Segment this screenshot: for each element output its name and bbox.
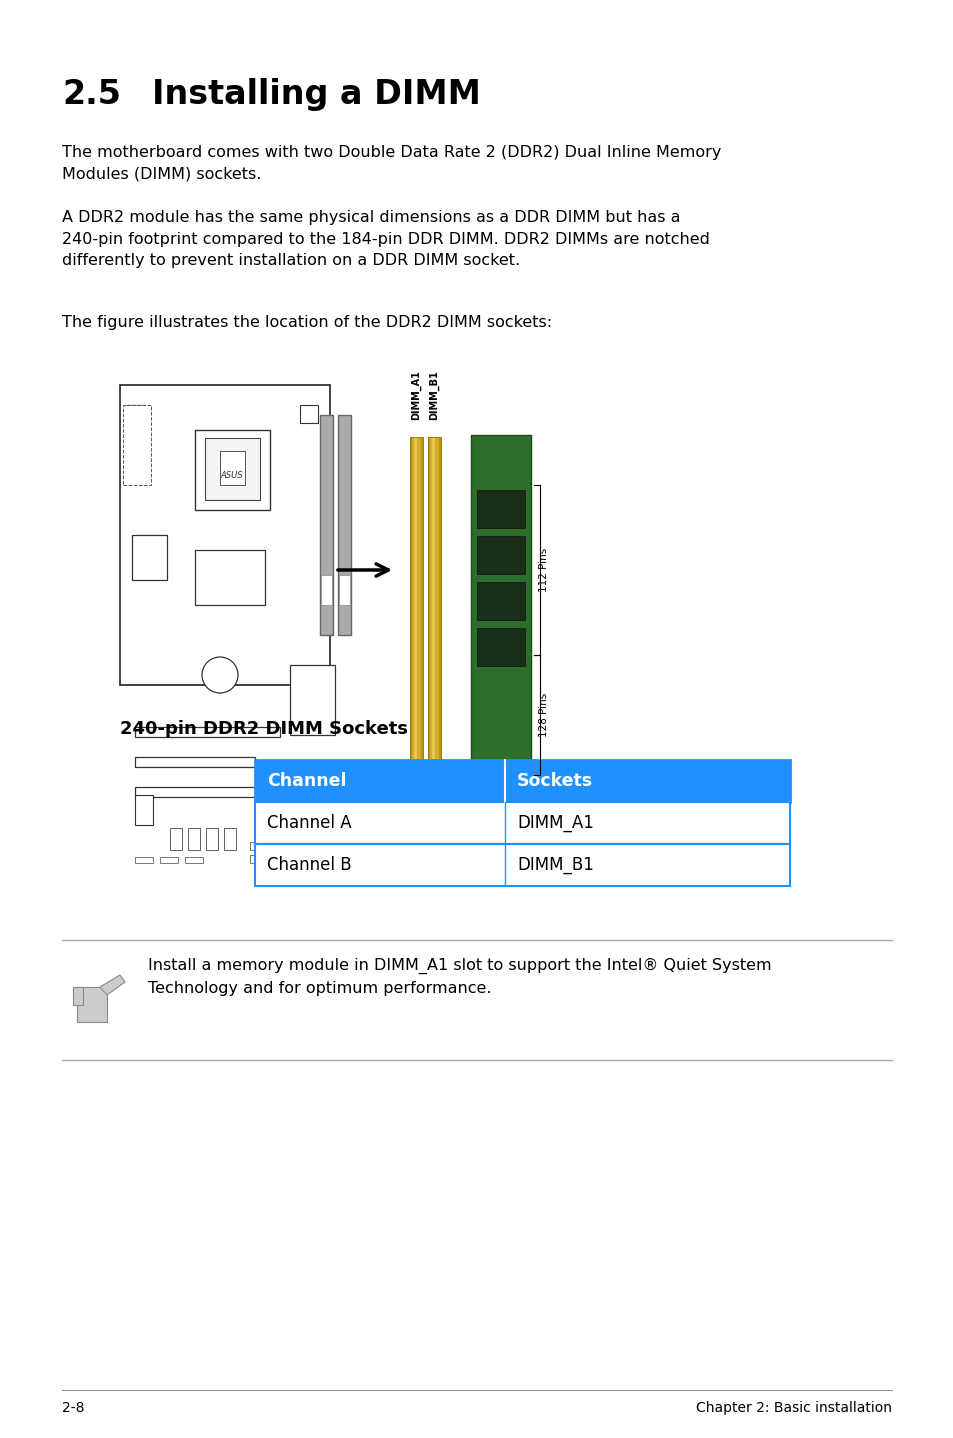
Text: DIMM_B1: DIMM_B1	[429, 370, 438, 420]
Text: Installing a DIMM: Installing a DIMM	[152, 78, 480, 111]
Bar	[429, 784, 439, 808]
Text: 240-pin DDR2 DIMM Sockets: 240-pin DDR2 DIMM Sockets	[120, 720, 408, 738]
Bar	[277, 843, 288, 850]
Text: Chapter 2: Basic installation: Chapter 2: Basic installation	[696, 1401, 891, 1415]
Polygon shape	[100, 975, 125, 995]
Bar	[206, 828, 218, 850]
Bar	[320, 575, 332, 605]
Bar	[120, 385, 330, 684]
Bar	[290, 664, 335, 735]
Bar	[264, 856, 274, 863]
Bar	[250, 856, 260, 863]
Bar	[476, 582, 524, 620]
Text: 2-8: 2-8	[62, 1401, 85, 1415]
Bar	[135, 728, 280, 738]
Bar	[319, 416, 333, 636]
Bar	[292, 856, 302, 863]
Text: A DDR2 module has the same physical dimensions as a DDR DIMM but has a
240-pin f: A DDR2 module has the same physical dime…	[62, 210, 709, 269]
Bar	[250, 843, 260, 850]
Text: 112 Pins: 112 Pins	[538, 548, 548, 592]
Bar	[337, 416, 351, 636]
Bar	[135, 795, 152, 825]
Bar	[292, 843, 302, 850]
Bar	[125, 433, 145, 453]
Text: ASUS: ASUS	[220, 470, 243, 479]
Bar	[135, 756, 254, 766]
Text: 128 Pins: 128 Pins	[538, 693, 548, 738]
Bar	[194, 430, 270, 510]
Bar	[432, 437, 435, 784]
Text: Install a memory module in DIMM_A1 slot to support the Intel® Quiet System
Techn: Install a memory module in DIMM_A1 slot …	[148, 958, 771, 997]
Bar	[476, 536, 524, 574]
Bar	[410, 437, 422, 784]
Bar	[438, 437, 440, 784]
Bar	[220, 452, 245, 485]
Bar	[194, 549, 265, 605]
Bar	[410, 437, 412, 784]
Text: 2.5: 2.5	[62, 78, 121, 111]
Bar	[77, 986, 107, 1022]
Bar	[170, 828, 182, 850]
Bar	[254, 761, 789, 802]
Bar	[254, 844, 789, 886]
Text: Channel A: Channel A	[267, 814, 352, 833]
Bar	[277, 856, 288, 863]
Bar	[414, 437, 416, 784]
Bar	[205, 439, 260, 500]
Bar	[160, 857, 178, 863]
Text: The motherboard comes with two Double Data Rate 2 (DDR2) Dual Inline Memory
Modu: The motherboard comes with two Double Da…	[62, 145, 720, 181]
Bar	[123, 406, 151, 485]
Bar	[475, 795, 526, 815]
Bar	[420, 437, 422, 784]
Bar	[125, 462, 145, 480]
Bar	[254, 802, 789, 844]
Bar	[264, 843, 274, 850]
Bar	[135, 857, 152, 863]
Bar	[491, 795, 498, 810]
Bar	[471, 436, 531, 795]
Text: The figure illustrates the location of the DDR2 DIMM sockets:: The figure illustrates the location of t…	[62, 315, 552, 329]
Text: DIMM_B1: DIMM_B1	[517, 856, 594, 874]
Text: DIMM_A1: DIMM_A1	[411, 370, 420, 420]
Bar	[73, 986, 83, 1005]
Bar	[125, 406, 145, 426]
Bar	[428, 437, 440, 784]
Bar	[338, 575, 350, 605]
Bar	[299, 406, 317, 423]
Text: Channel: Channel	[267, 772, 346, 789]
Bar	[411, 784, 421, 808]
Bar	[224, 828, 235, 850]
Bar	[476, 628, 524, 666]
Bar	[132, 535, 167, 580]
Text: Sockets: Sockets	[517, 772, 593, 789]
Bar	[306, 843, 315, 850]
Bar	[185, 857, 203, 863]
Text: Channel B: Channel B	[267, 856, 352, 874]
Bar	[430, 437, 438, 784]
Bar	[135, 787, 280, 797]
Bar	[428, 437, 430, 784]
Bar	[412, 437, 420, 784]
Circle shape	[202, 657, 237, 693]
Bar	[306, 856, 315, 863]
Bar	[188, 828, 200, 850]
Bar	[476, 490, 524, 528]
Text: DIMM_A1: DIMM_A1	[517, 814, 594, 833]
